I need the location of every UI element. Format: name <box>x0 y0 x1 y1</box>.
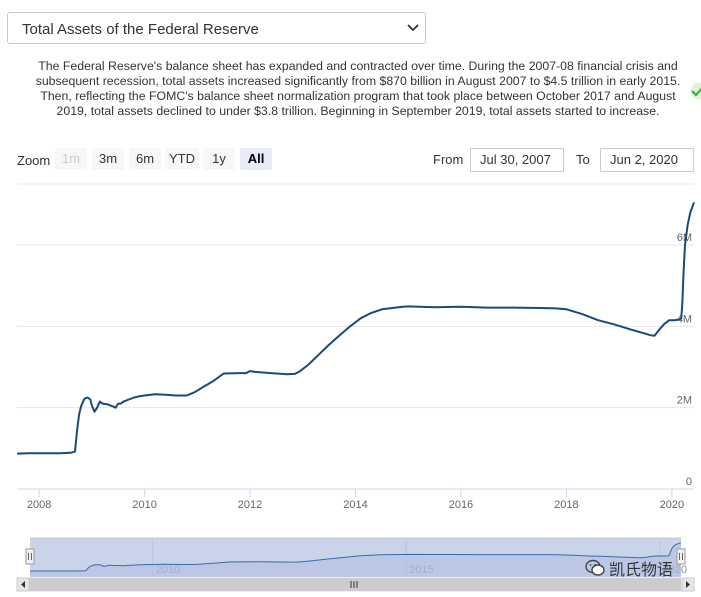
from-date-input[interactable]: Jul 30, 2007 <box>470 148 564 172</box>
to-label: To <box>576 152 590 167</box>
dataset-select-label: Total Assets of the Federal Reserve <box>22 21 259 38</box>
zoom-all-button[interactable]: All <box>240 148 272 170</box>
navigator-handle-right[interactable] <box>676 548 686 565</box>
navigator: 201020152020 <box>16 537 695 592</box>
x-axis: 2008 2010 2012 2014 2016 2018 2020 <box>17 488 694 511</box>
x-tick-label: 2020 <box>660 499 684 511</box>
watermark-text: 凯氏物语 <box>609 562 674 579</box>
dataset-select[interactable]: Total Assets of the Federal Reserve <box>7 12 426 44</box>
scrollbar[interactable] <box>16 577 695 592</box>
chart-description: The Federal Reserve's balance sheet has … <box>35 59 681 118</box>
x-tick-label: 2016 <box>449 499 473 511</box>
y-tick-label: 6M <box>677 232 692 244</box>
y-tick-label: 0 <box>686 476 692 488</box>
arrow-right-icon <box>686 581 690 588</box>
grid-lines <box>17 183 694 409</box>
zoom-1y-button[interactable]: 1y <box>203 148 235 170</box>
wechat-icon <box>585 559 605 576</box>
x-tick-label: 2012 <box>238 499 262 511</box>
zoom-1m-button[interactable]: 1m <box>55 148 87 170</box>
to-date-input[interactable]: Jun 2, 2020 <box>600 148 694 172</box>
navigator-handle-left[interactable] <box>25 548 35 565</box>
x-tick-label: 2010 <box>132 499 156 511</box>
x-tick-label: 2014 <box>343 499 367 511</box>
navigator-series <box>30 542 682 572</box>
zoom-label: Zoom <box>17 153 51 168</box>
zoom-ytd-button[interactable]: YTD <box>165 148 199 170</box>
navigator-area <box>30 542 681 577</box>
handle-body <box>25 548 35 565</box>
y-tick-label: 2M <box>677 395 692 407</box>
x-tick-label: 2008 <box>27 499 51 511</box>
handle-body <box>676 548 686 565</box>
arrow-left-icon <box>21 581 25 588</box>
zoom-3m-button[interactable]: 3m <box>92 148 124 170</box>
from-label: From <box>433 152 464 167</box>
series-line-total-assets <box>16 201 695 455</box>
chevron-down-icon <box>407 24 419 32</box>
zoom-6m-button[interactable]: 6m <box>129 148 161 170</box>
x-tick-label: 2018 <box>554 499 578 511</box>
watermark: 凯氏物语 <box>585 556 673 580</box>
scrollbar-thumb <box>29 578 681 591</box>
